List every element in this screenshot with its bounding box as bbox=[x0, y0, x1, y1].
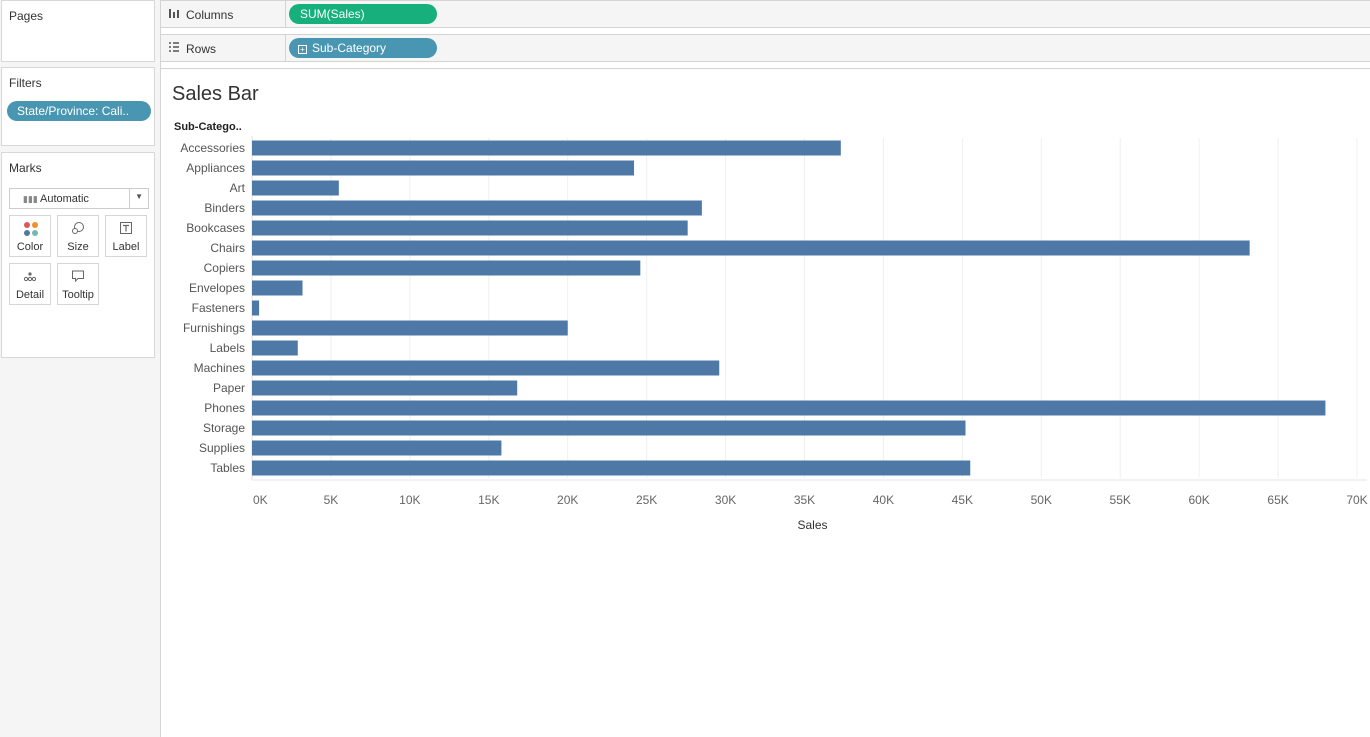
x-tick-label: 35K bbox=[794, 493, 815, 507]
x-tick-label: 20K bbox=[557, 493, 578, 507]
marks-title: Marks bbox=[9, 161, 42, 175]
columns-icon bbox=[168, 7, 180, 22]
bar[interactable] bbox=[252, 160, 635, 176]
bar[interactable] bbox=[252, 320, 568, 336]
x-tick-label: 55K bbox=[1110, 493, 1131, 507]
bar[interactable] bbox=[252, 240, 1250, 256]
rows-shelf[interactable]: Rows + Sub-Category bbox=[161, 34, 1370, 62]
x-tick-label: 25K bbox=[636, 493, 657, 507]
category-label[interactable]: Paper bbox=[213, 381, 245, 395]
bar[interactable] bbox=[252, 340, 298, 356]
sub-category-pill[interactable]: + Sub-Category bbox=[289, 38, 437, 58]
columns-shelf[interactable]: Columns SUM(Sales) bbox=[161, 0, 1370, 28]
bar[interactable] bbox=[252, 380, 518, 396]
x-tick-label: 70K bbox=[1346, 493, 1367, 507]
color-button[interactable]: Color bbox=[9, 215, 51, 257]
bar[interactable] bbox=[252, 300, 260, 316]
sum-sales-pill[interactable]: SUM(Sales) bbox=[289, 4, 437, 24]
detail-icon bbox=[10, 269, 50, 285]
bar[interactable] bbox=[252, 280, 303, 296]
color-icon bbox=[23, 221, 39, 237]
category-label[interactable]: Furnishings bbox=[183, 321, 245, 335]
bar[interactable] bbox=[252, 180, 339, 196]
row-header[interactable]: Sub-Catego.. bbox=[174, 121, 242, 133]
chevron-down-icon[interactable]: ▼ bbox=[135, 192, 143, 201]
x-tick-label: 40K bbox=[873, 493, 894, 507]
category-label[interactable]: Art bbox=[230, 181, 246, 195]
category-label[interactable]: Copiers bbox=[204, 261, 245, 275]
detail-button[interactable]: Detail bbox=[9, 263, 51, 305]
color-label: Color bbox=[16, 241, 44, 253]
expand-plus-icon[interactable]: + bbox=[298, 45, 307, 54]
text-label-icon bbox=[106, 221, 146, 237]
dropdown-divider bbox=[129, 189, 130, 208]
bar[interactable] bbox=[252, 220, 688, 236]
tooltip-icon bbox=[58, 269, 98, 285]
rows-label: Rows bbox=[186, 42, 217, 56]
category-label[interactable]: Supplies bbox=[199, 441, 245, 455]
tooltip-button[interactable]: Tooltip bbox=[57, 263, 99, 305]
mark-type-value: Automatic bbox=[40, 193, 89, 205]
x-tick-label: 15K bbox=[478, 493, 499, 507]
label-button[interactable]: Label bbox=[105, 215, 147, 257]
x-tick-label: 30K bbox=[715, 493, 736, 507]
viz-area: Sales Bar Sub-Catego.. Accessories Applia… bbox=[161, 68, 1370, 737]
shelf-divider bbox=[285, 35, 286, 61]
category-label[interactable]: Accessories bbox=[180, 141, 245, 155]
mark-type-dropdown[interactable]: ▮▮▮ Automatic ▼ bbox=[9, 188, 149, 209]
size-label: Size bbox=[67, 241, 89, 253]
bar-chart-icon: ▮▮▮ bbox=[23, 194, 38, 204]
category-label[interactable]: Envelopes bbox=[189, 281, 245, 295]
sub-category-pill-label: Sub-Category bbox=[312, 41, 387, 55]
bar[interactable] bbox=[252, 200, 702, 216]
x-tick-label: 45K bbox=[952, 493, 973, 507]
category-label[interactable]: Phones bbox=[204, 401, 245, 415]
state-filter-pill[interactable]: State/Province: Cali.. bbox=[7, 101, 151, 121]
bar[interactable] bbox=[252, 360, 720, 376]
bar[interactable] bbox=[252, 460, 971, 476]
size-icon bbox=[58, 221, 98, 237]
pages-card[interactable]: Pages bbox=[1, 0, 155, 62]
x-tick-label: 65K bbox=[1267, 493, 1288, 507]
bar-chart: Accessories Appliances Art Binders Bookcases… bbox=[180, 136, 1368, 532]
category-label[interactable]: Machines bbox=[194, 361, 245, 375]
columns-label: Columns bbox=[186, 8, 234, 22]
category-label[interactable]: Appliances bbox=[186, 161, 245, 175]
pages-title: Pages bbox=[9, 9, 44, 23]
bar[interactable] bbox=[252, 420, 966, 436]
filters-title: Filters bbox=[9, 76, 42, 90]
category-label[interactable]: Storage bbox=[203, 421, 245, 435]
bar[interactable] bbox=[252, 400, 1326, 416]
filters-card[interactable]: Filters State/Province: Cali.. bbox=[1, 67, 155, 146]
category-label[interactable]: Tables bbox=[210, 461, 245, 475]
x-axis-title[interactable]: Sales bbox=[797, 518, 827, 532]
category-label[interactable]: Labels bbox=[210, 341, 245, 355]
x-tick-label: 50K bbox=[1031, 493, 1052, 507]
size-button[interactable]: Size bbox=[57, 215, 99, 257]
marks-card: Marks ▮▮▮ Automatic ▼ Color Size bbox=[1, 152, 155, 358]
label-label: Label bbox=[112, 241, 140, 253]
x-tick-label: 10K bbox=[399, 493, 420, 507]
shelf-divider bbox=[285, 1, 286, 27]
x-tick-label: 60K bbox=[1188, 493, 1209, 507]
x-tick-label: 5K bbox=[324, 493, 339, 507]
x-tick-label: 0K bbox=[253, 493, 268, 507]
category-label[interactable]: Fasteners bbox=[192, 301, 245, 315]
bar[interactable] bbox=[252, 440, 502, 456]
left-panel: Pages Filters State/Province: Cali.. Mar… bbox=[0, 0, 161, 737]
detail-label: Detail bbox=[15, 289, 45, 301]
category-label[interactable]: Chairs bbox=[210, 241, 245, 255]
rows-icon bbox=[168, 41, 180, 56]
bar[interactable] bbox=[252, 140, 841, 156]
category-label[interactable]: Binders bbox=[204, 201, 245, 215]
tooltip-label: Tooltip bbox=[62, 289, 94, 301]
sheet-title: Sales Bar bbox=[172, 83, 259, 105]
category-label[interactable]: Bookcases bbox=[186, 221, 245, 235]
bar[interactable] bbox=[252, 260, 641, 276]
